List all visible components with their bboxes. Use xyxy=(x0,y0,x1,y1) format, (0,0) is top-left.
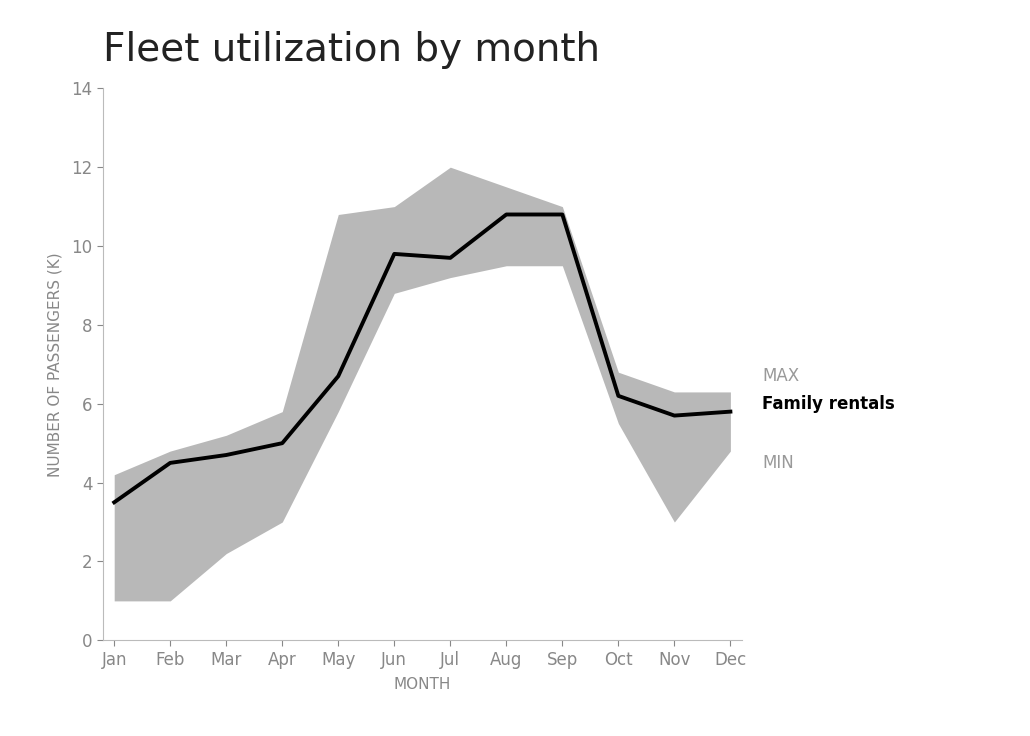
Text: MIN: MIN xyxy=(762,454,794,472)
Text: Fleet utilization by month: Fleet utilization by month xyxy=(103,30,600,68)
Text: Family rentals: Family rentals xyxy=(762,394,895,413)
X-axis label: MONTH: MONTH xyxy=(393,677,451,692)
Text: MAX: MAX xyxy=(762,367,799,385)
Y-axis label: NUMBER OF PASSENGERS (K): NUMBER OF PASSENGERS (K) xyxy=(48,252,63,477)
